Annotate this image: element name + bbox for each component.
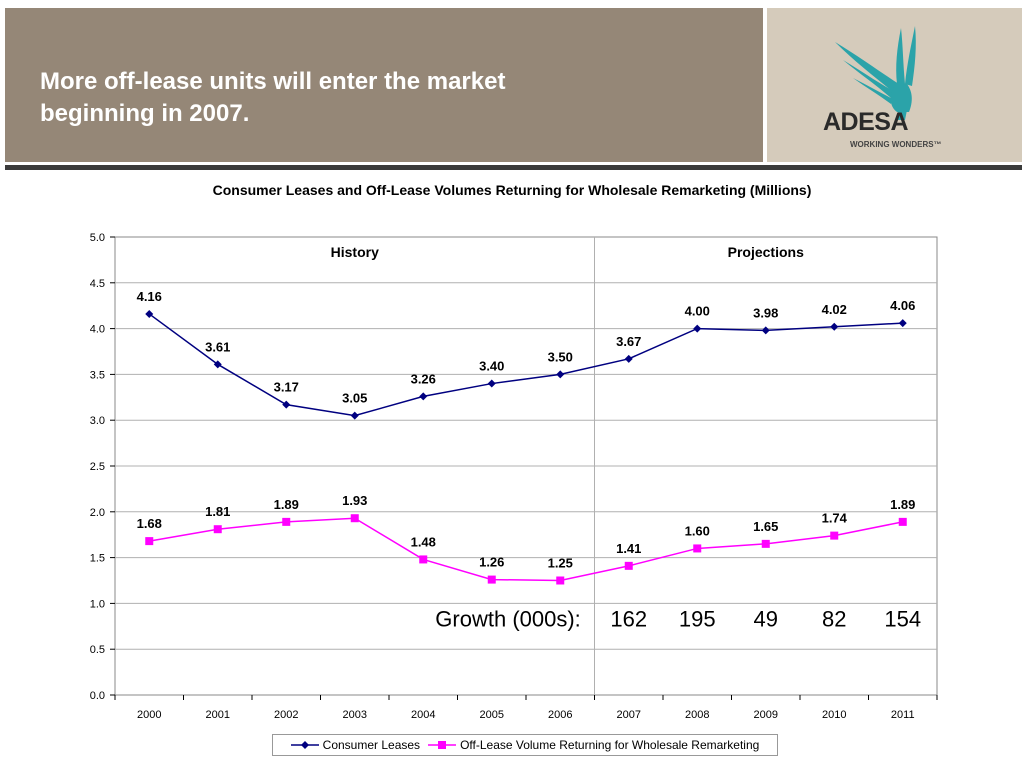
x-tick-label: 2004 <box>411 709 435 721</box>
y-tick-label: 2.5 <box>90 461 105 473</box>
growth-value: 162 <box>610 606 647 631</box>
y-tick-label: 4.0 <box>90 324 105 336</box>
data-point <box>830 322 839 331</box>
data-label: 1.93 <box>342 493 367 508</box>
y-tick-label: 0.5 <box>90 644 105 656</box>
y-tick-label: 3.5 <box>90 369 105 381</box>
data-point <box>213 360 222 369</box>
data-point <box>213 525 222 534</box>
growth-label: Growth (000s): <box>435 606 581 631</box>
x-tick-label: 2002 <box>274 709 298 721</box>
data-point <box>556 370 565 379</box>
x-tick-label: 2008 <box>685 709 709 721</box>
series-line <box>148 313 903 417</box>
data-label: 1.89 <box>274 497 299 512</box>
header-divider <box>5 165 1022 170</box>
y-tick-label: 1.0 <box>90 598 105 610</box>
legend-label-off-lease: Off-Lease Volume Returning for Wholesale… <box>460 738 760 752</box>
data-label: 3.98 <box>753 305 778 320</box>
data-label: 1.74 <box>822 511 848 526</box>
data-point <box>419 392 428 401</box>
y-tick-label: 4.5 <box>90 278 105 290</box>
data-point <box>350 411 359 420</box>
data-point <box>624 561 633 570</box>
y-tick-label: 0.0 <box>90 690 105 702</box>
legend-label-consumer-leases: Consumer Leases <box>322 738 421 752</box>
diamond-marker-icon <box>290 741 319 749</box>
y-tick-label: 2.0 <box>90 507 105 519</box>
data-point <box>898 319 907 328</box>
data-point <box>693 324 702 333</box>
square-marker-icon <box>428 741 457 749</box>
x-tick-label: 2011 <box>891 709 915 721</box>
data-label: 1.60 <box>685 523 710 538</box>
title-banner <box>5 8 763 162</box>
logo-tagline: WORKING WONDERS™ <box>850 140 942 149</box>
x-tick-label: 2003 <box>343 709 367 721</box>
legend-item-consumer-leases: Consumer Leases <box>290 738 421 752</box>
data-label: 4.02 <box>822 302 847 317</box>
data-label: 1.48 <box>411 534 436 549</box>
data-point <box>419 555 428 564</box>
data-label: 4.06 <box>890 298 915 313</box>
data-point <box>145 309 154 318</box>
data-point <box>830 531 839 540</box>
x-tick-label: 2010 <box>822 709 846 721</box>
data-label: 1.81 <box>205 504 230 519</box>
data-point <box>487 575 496 584</box>
data-label: 3.67 <box>616 334 641 349</box>
data-label: 4.00 <box>685 304 710 319</box>
x-tick-label: 2001 <box>206 709 230 721</box>
data-point <box>487 379 496 388</box>
data-point <box>693 544 702 553</box>
data-label: 3.17 <box>274 380 299 395</box>
data-label: 1.26 <box>479 555 504 570</box>
data-point <box>556 576 565 585</box>
data-label: 4.16 <box>137 289 162 304</box>
growth-value: 195 <box>679 606 716 631</box>
legend-item-off-lease: Off-Lease Volume Returning for Wholesale… <box>428 738 759 752</box>
chart-title: Consumer Leases and Off-Lease Volumes Re… <box>212 182 812 198</box>
y-tick-label: 1.5 <box>90 553 105 565</box>
x-tick-label: 2007 <box>617 709 641 721</box>
data-label: 3.05 <box>342 391 367 406</box>
data-label: 3.50 <box>548 349 573 364</box>
data-point <box>350 514 359 523</box>
x-tick-label: 2000 <box>137 709 161 721</box>
section-label: History <box>331 244 379 260</box>
data-point <box>282 517 291 526</box>
adesa-eagle-icon <box>835 26 916 120</box>
line-chart: 0.0 0.5 1.0 1.5 2.0 2.5 3.0 3.5 4.0 4.5 5.0 2000 200… <box>90 232 938 721</box>
data-label: 3.26 <box>411 371 436 386</box>
x-tick-label: 2005 <box>480 709 504 721</box>
slide-title: More off-lease units will enter the mark… <box>40 68 506 127</box>
data-label: 1.68 <box>137 516 162 531</box>
x-tick-label: 2006 <box>548 709 572 721</box>
y-tick-label: 3.0 <box>90 415 105 427</box>
growth-value: 154 <box>884 606 921 631</box>
data-label: 3.40 <box>479 359 504 374</box>
data-label: 1.89 <box>890 497 915 512</box>
growth-value: 82 <box>822 606 846 631</box>
data-point <box>898 517 907 526</box>
data-label: 3.61 <box>205 339 230 354</box>
data-label: 1.41 <box>616 541 641 556</box>
data-label: 1.65 <box>753 519 778 534</box>
section-label: Projections <box>728 244 804 260</box>
series-line <box>149 517 903 582</box>
data-point <box>761 539 770 548</box>
data-point <box>282 400 291 409</box>
x-tick-label: 2009 <box>754 709 778 721</box>
growth-value: 49 <box>754 606 778 631</box>
data-point <box>145 537 154 546</box>
chart-legend: Consumer Leases Off-Lease Volume Returni… <box>272 734 778 756</box>
y-tick-label: 5.0 <box>90 232 105 244</box>
data-point <box>761 326 770 335</box>
data-point <box>624 354 633 363</box>
logo-wordmark: ADESA <box>823 108 909 136</box>
data-label: 1.25 <box>548 556 573 571</box>
